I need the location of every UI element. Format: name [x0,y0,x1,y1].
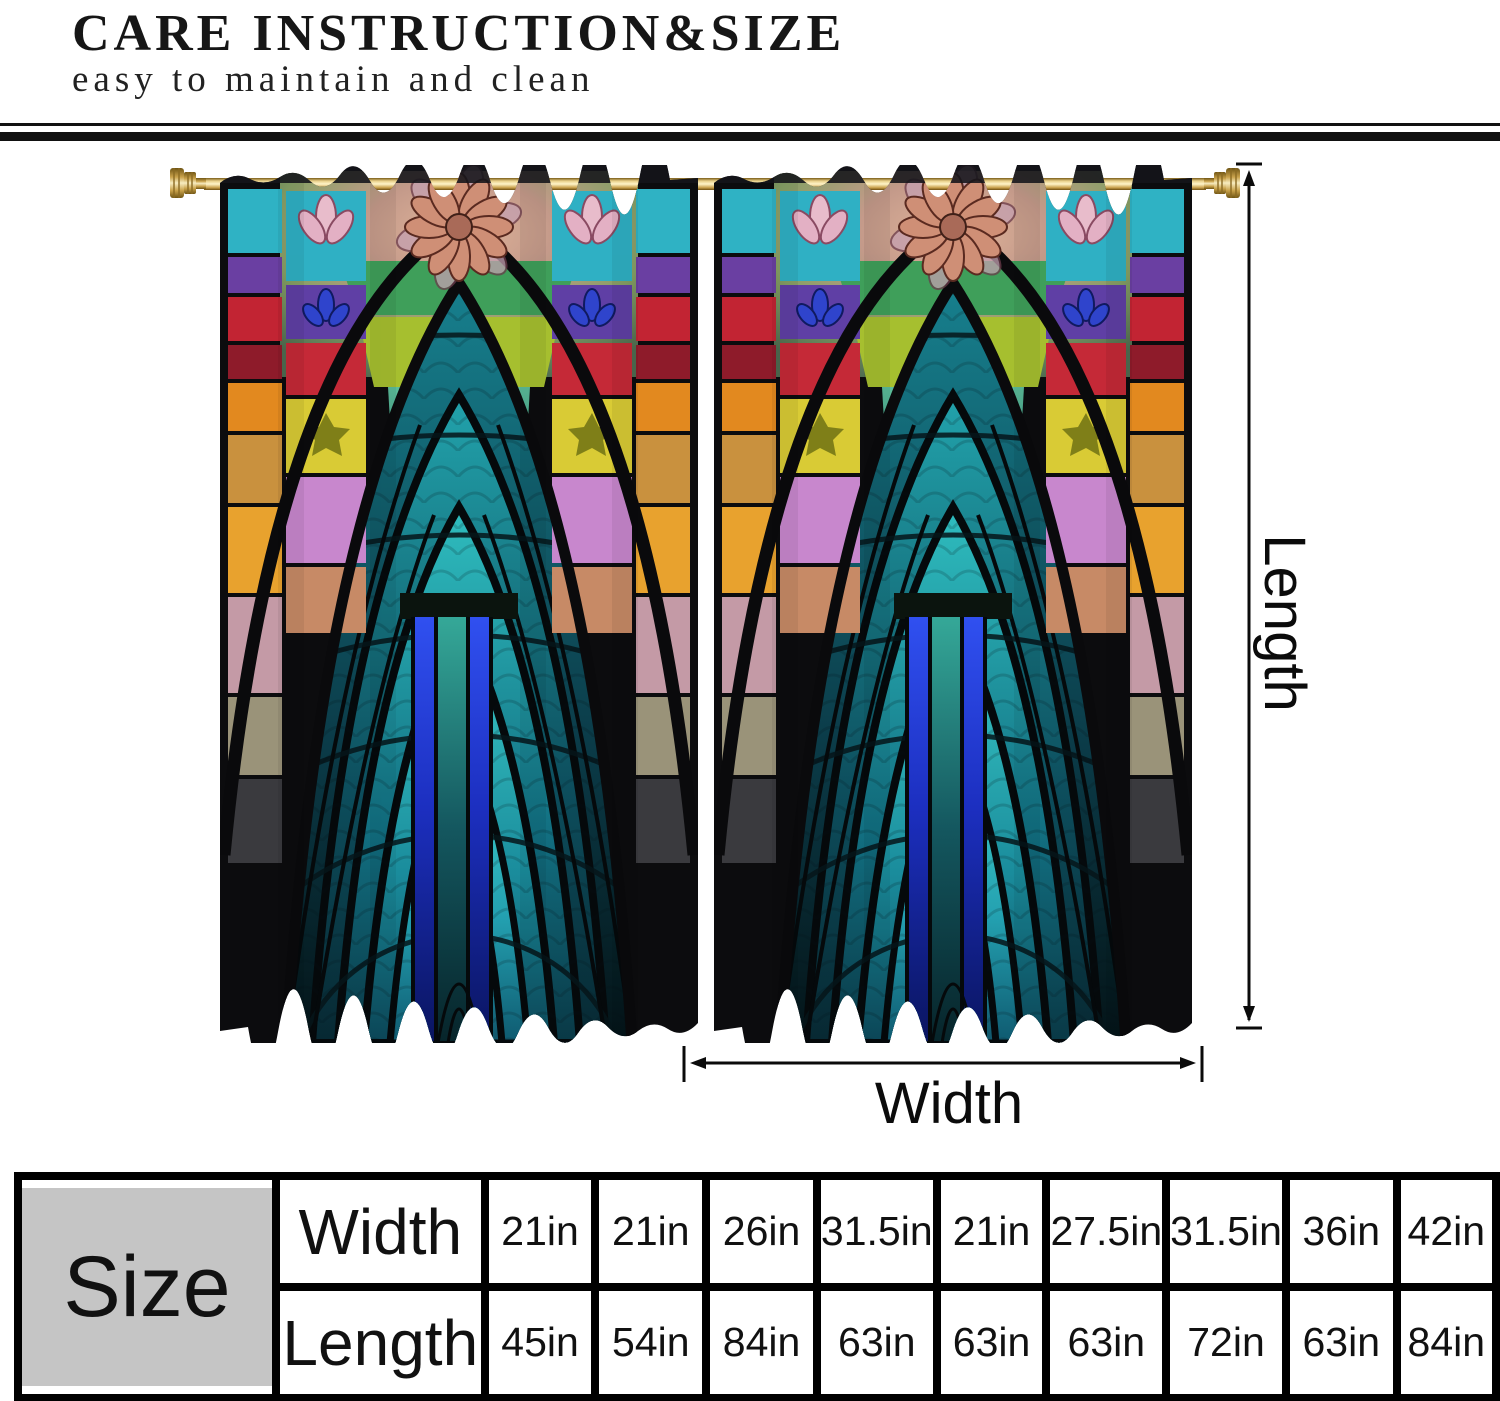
width-value-cell: 26in [702,1172,821,1291]
width-value-cell: 27.5in [1042,1172,1171,1291]
width-value-cell: 31.5in [1162,1172,1290,1291]
page-title: CARE INSTRUCTION&SIZE [72,5,846,62]
length-value-cell: 45in [480,1283,600,1401]
length-value-cell: 63in [932,1283,1051,1401]
width-value-cell: 31.5in [812,1172,941,1291]
width-row-header: Width [271,1172,489,1291]
size-table: Size Width 21in 21in 26in 31.5in 21in 27… [14,1172,1500,1401]
width-value-cell: 36in [1281,1172,1401,1291]
divider-thin [0,123,1500,126]
size-corner-label: Size [25,1188,268,1386]
length-value-cell: 84in [1392,1283,1500,1401]
width-label: Width [874,1071,1024,1136]
length-value-cell: 84in [702,1283,821,1401]
length-value-cell: 54in [591,1283,711,1401]
length-value-cell: 63in [1042,1283,1171,1401]
width-value-cell: 21in [932,1172,1051,1291]
length-value-cell: 63in [1281,1283,1401,1401]
curtain-panel-left [220,165,698,1043]
length-row-header: Length [271,1283,489,1401]
divider-thick [0,132,1500,141]
width-value-cell: 42in [1392,1172,1500,1291]
size-corner-cell: Size [14,1172,280,1401]
length-value-cell: 63in [812,1283,941,1401]
page-subtitle: easy to maintain and clean [72,59,595,100]
width-value-cell: 21in [591,1172,711,1291]
length-label: Length [1252,534,1317,712]
length-value-cell: 72in [1162,1283,1290,1401]
length-arrow [1236,162,1262,1030]
curtain-panel-right [714,165,1192,1043]
rod-finial-left-icon [169,167,207,199]
width-arrow [682,1046,1204,1082]
width-value-cell: 21in [480,1172,600,1291]
